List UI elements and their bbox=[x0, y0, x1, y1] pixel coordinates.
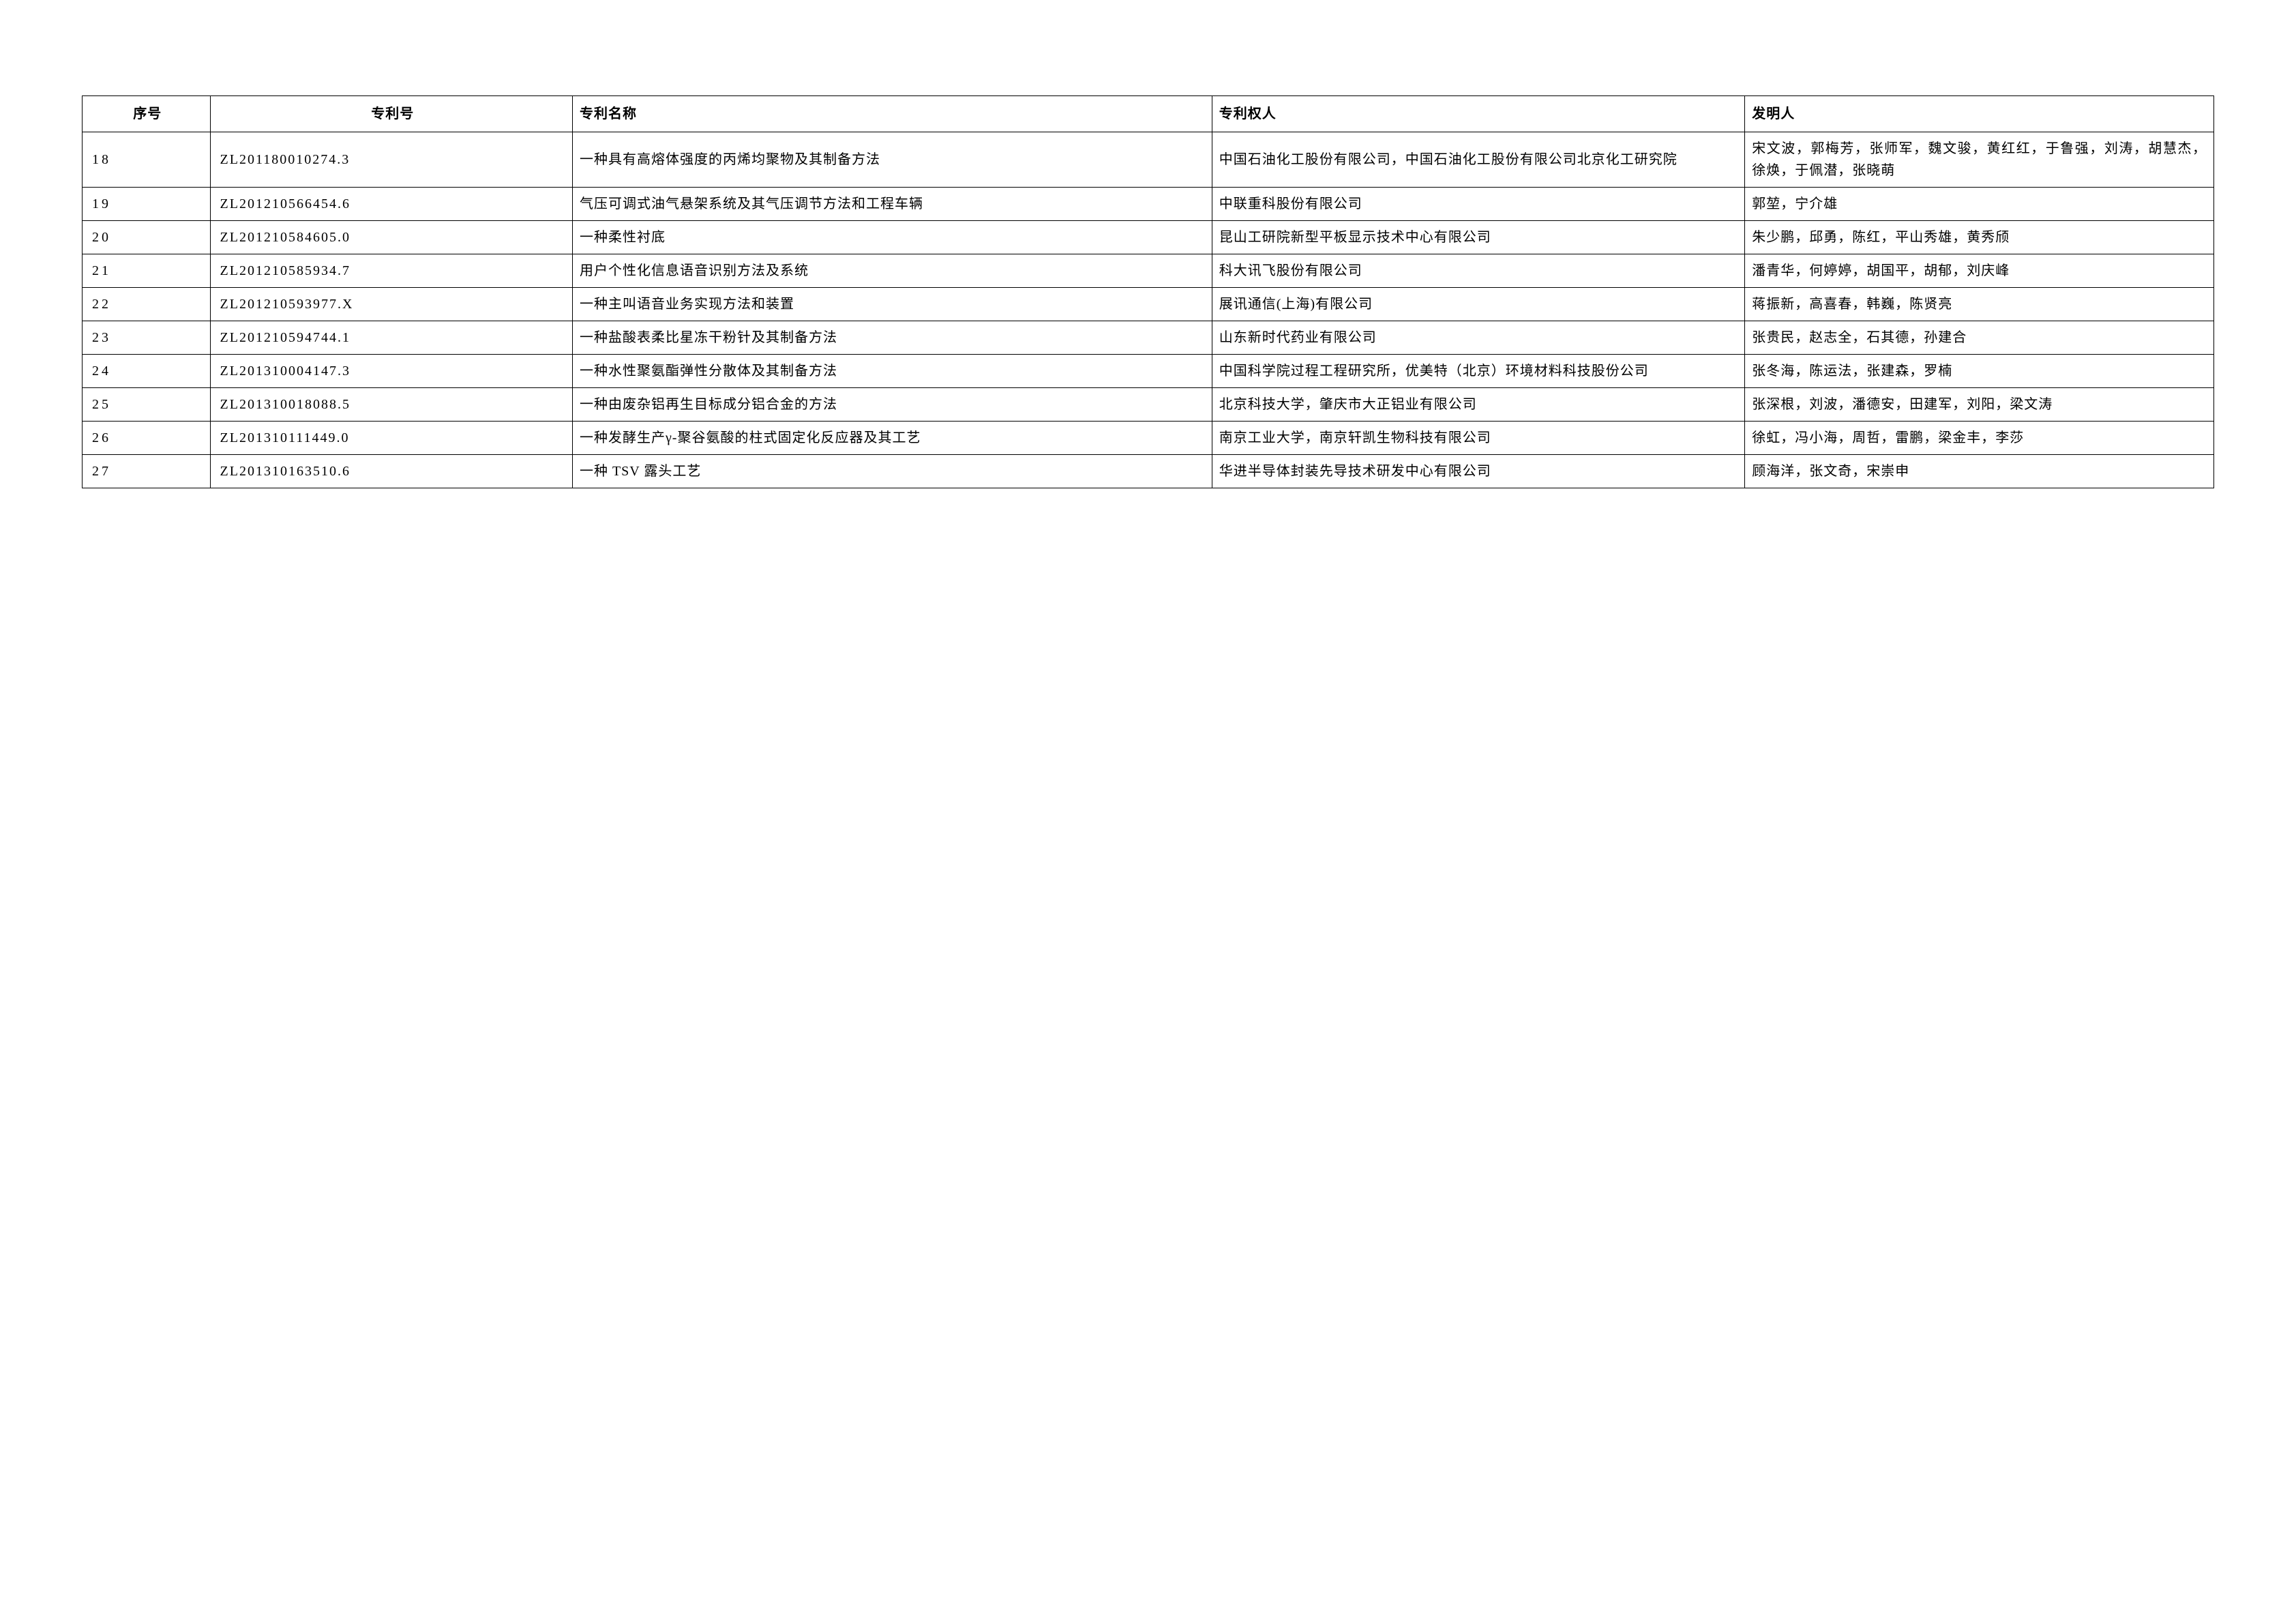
cell-inventor: 顾海洋，张文奇，宋崇申 bbox=[1745, 455, 2214, 488]
cell-patent-name: 一种由废杂铝再生目标成分铝合金的方法 bbox=[572, 388, 1212, 422]
cell-seq: 21 bbox=[83, 254, 211, 288]
cell-patent-no: ZL201310111449.0 bbox=[210, 422, 572, 455]
header-owner: 专利权人 bbox=[1212, 96, 1745, 132]
cell-inventor: 朱少鹏，邱勇，陈红，平山秀雄，黄秀颀 bbox=[1745, 221, 2214, 254]
table-row: 18ZL201180010274.3一种具有高熔体强度的丙烯均聚物及其制备方法中… bbox=[83, 132, 2214, 188]
cell-inventor: 潘青华，何婷婷，胡国平，胡郁，刘庆峰 bbox=[1745, 254, 2214, 288]
cell-patent-no: ZL201210584605.0 bbox=[210, 221, 572, 254]
cell-inventor: 郭堃，宁介雄 bbox=[1745, 188, 2214, 221]
cell-seq: 25 bbox=[83, 388, 211, 422]
cell-patent-no: ZL201310004147.3 bbox=[210, 355, 572, 388]
cell-patent-name: 一种发酵生产γ-聚谷氨酸的柱式固定化反应器及其工艺 bbox=[572, 422, 1212, 455]
cell-patent-no: ZL201180010274.3 bbox=[210, 132, 572, 188]
cell-owner: 科大讯飞股份有限公司 bbox=[1212, 254, 1745, 288]
table-row: 23ZL201210594744.1一种盐酸表柔比星冻干粉针及其制备方法山东新时… bbox=[83, 321, 2214, 355]
cell-owner: 中国石油化工股份有限公司，中国石油化工股份有限公司北京化工研究院 bbox=[1212, 132, 1745, 188]
cell-owner: 昆山工研院新型平板显示技术中心有限公司 bbox=[1212, 221, 1745, 254]
cell-patent-name: 一种柔性衬底 bbox=[572, 221, 1212, 254]
cell-patent-no: ZL201310163510.6 bbox=[210, 455, 572, 488]
cell-patent-name: 一种水性聚氨酯弹性分散体及其制备方法 bbox=[572, 355, 1212, 388]
cell-seq: 23 bbox=[83, 321, 211, 355]
cell-patent-name: 一种具有高熔体强度的丙烯均聚物及其制备方法 bbox=[572, 132, 1212, 188]
cell-inventor: 徐虹，冯小海，周哲，雷鹏，梁金丰，李莎 bbox=[1745, 422, 2214, 455]
table-row: 21ZL201210585934.7用户个性化信息语音识别方法及系统科大讯飞股份… bbox=[83, 254, 2214, 288]
cell-patent-name: 气压可调式油气悬架系统及其气压调节方法和工程车辆 bbox=[572, 188, 1212, 221]
header-inventor: 发明人 bbox=[1745, 96, 2214, 132]
cell-patent-name: 用户个性化信息语音识别方法及系统 bbox=[572, 254, 1212, 288]
table-row: 19ZL201210566454.6气压可调式油气悬架系统及其气压调节方法和工程… bbox=[83, 188, 2214, 221]
table-row: 22ZL201210593977.X一种主叫语音业务实现方法和装置展讯通信(上海… bbox=[83, 288, 2214, 321]
cell-owner: 中国科学院过程工程研究所，优美特（北京）环境材料科技股份公司 bbox=[1212, 355, 1745, 388]
cell-patent-name: 一种 TSV 露头工艺 bbox=[572, 455, 1212, 488]
cell-seq: 19 bbox=[83, 188, 211, 221]
table-row: 20ZL201210584605.0一种柔性衬底昆山工研院新型平板显示技术中心有… bbox=[83, 221, 2214, 254]
cell-patent-no: ZL201310018088.5 bbox=[210, 388, 572, 422]
cell-patent-no: ZL201210585934.7 bbox=[210, 254, 572, 288]
cell-patent-name: 一种主叫语音业务实现方法和装置 bbox=[572, 288, 1212, 321]
header-patent-no: 专利号 bbox=[210, 96, 572, 132]
cell-inventor: 张冬海，陈运法，张建森，罗楠 bbox=[1745, 355, 2214, 388]
header-seq: 序号 bbox=[83, 96, 211, 132]
cell-inventor: 张深根，刘波，潘德安，田建军，刘阳，梁文涛 bbox=[1745, 388, 2214, 422]
table-row: 27ZL201310163510.6一种 TSV 露头工艺华进半导体封装先导技术… bbox=[83, 455, 2214, 488]
cell-patent-no: ZL201210566454.6 bbox=[210, 188, 572, 221]
table-row: 26ZL201310111449.0一种发酵生产γ-聚谷氨酸的柱式固定化反应器及… bbox=[83, 422, 2214, 455]
table-header-row: 序号 专利号 专利名称 专利权人 发明人 bbox=[83, 96, 2214, 132]
cell-owner: 展讯通信(上海)有限公司 bbox=[1212, 288, 1745, 321]
cell-seq: 26 bbox=[83, 422, 211, 455]
cell-patent-name: 一种盐酸表柔比星冻干粉针及其制备方法 bbox=[572, 321, 1212, 355]
cell-owner: 北京科技大学，肇庆市大正铝业有限公司 bbox=[1212, 388, 1745, 422]
cell-owner: 山东新时代药业有限公司 bbox=[1212, 321, 1745, 355]
cell-seq: 18 bbox=[83, 132, 211, 188]
table-row: 25ZL201310018088.5一种由废杂铝再生目标成分铝合金的方法北京科技… bbox=[83, 388, 2214, 422]
table-row: 24ZL201310004147.3一种水性聚氨酯弹性分散体及其制备方法中国科学… bbox=[83, 355, 2214, 388]
patent-table: 序号 专利号 专利名称 专利权人 发明人 18ZL201180010274.3一… bbox=[82, 95, 2214, 488]
table-body: 18ZL201180010274.3一种具有高熔体强度的丙烯均聚物及其制备方法中… bbox=[83, 132, 2214, 488]
cell-seq: 22 bbox=[83, 288, 211, 321]
cell-seq: 20 bbox=[83, 221, 211, 254]
header-patent-name: 专利名称 bbox=[572, 96, 1212, 132]
cell-inventor: 张贵民，赵志全，石其德，孙建合 bbox=[1745, 321, 2214, 355]
cell-seq: 27 bbox=[83, 455, 211, 488]
cell-owner: 中联重科股份有限公司 bbox=[1212, 188, 1745, 221]
cell-inventor: 宋文波，郭梅芳，张师军，魏文骏，黄红红，于鲁强，刘涛，胡慧杰，徐焕，于佩潜，张晓… bbox=[1745, 132, 2214, 188]
cell-seq: 24 bbox=[83, 355, 211, 388]
cell-patent-no: ZL201210594744.1 bbox=[210, 321, 572, 355]
cell-inventor: 蒋振新，高喜春，韩巍，陈贤亮 bbox=[1745, 288, 2214, 321]
cell-owner: 华进半导体封装先导技术研发中心有限公司 bbox=[1212, 455, 1745, 488]
cell-patent-no: ZL201210593977.X bbox=[210, 288, 572, 321]
cell-owner: 南京工业大学，南京轩凯生物科技有限公司 bbox=[1212, 422, 1745, 455]
